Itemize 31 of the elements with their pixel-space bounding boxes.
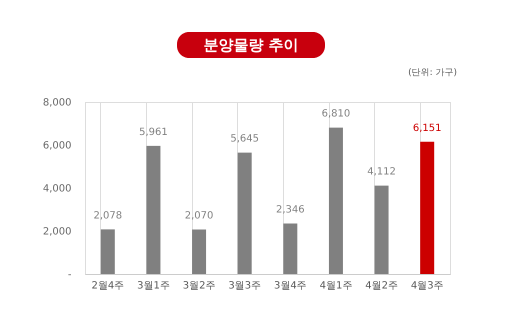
bar: [328, 128, 343, 274]
text: (단위: 가구): [408, 68, 457, 78]
y-tick-label: 8,000: [42, 98, 72, 108]
data-label: 6,810: [322, 108, 350, 120]
x-tick-label: 3월2주: [182, 280, 216, 292]
bar: [374, 186, 389, 274]
x-tick-label: 3월4주: [274, 280, 307, 292]
bar: [420, 142, 434, 274]
y-tick-label: 6,000: [42, 140, 72, 152]
data-label: 2,346: [276, 204, 305, 216]
bar: [192, 229, 206, 274]
data-label: 2,078: [93, 210, 122, 222]
x-tick-label: 4월1주: [320, 280, 352, 292]
bar: [146, 146, 160, 274]
data-label: 2,070: [184, 210, 214, 222]
x-tick-label: 2월4주: [91, 280, 124, 292]
x-tick-label: 3월1주: [137, 280, 170, 292]
data-label: 5,961: [139, 126, 168, 138]
x-tick-label: 4월3주: [410, 280, 444, 292]
data-label: 5,645: [230, 134, 260, 145]
y-tick-label: -: [68, 270, 72, 280]
bar: [283, 224, 298, 274]
data-label: 4,112: [367, 166, 396, 178]
bar: [238, 152, 252, 274]
x-tick-label: 4월2주: [365, 280, 398, 292]
y-tick-label: 4,000: [42, 184, 72, 194]
x-tick-label: 3월3주: [228, 280, 262, 292]
bar: [100, 229, 115, 274]
data-label: 6,151: [412, 122, 442, 134]
chart-title: 분양물량 추이: [203, 36, 299, 54]
y-tick-label: 2,000: [42, 226, 72, 238]
